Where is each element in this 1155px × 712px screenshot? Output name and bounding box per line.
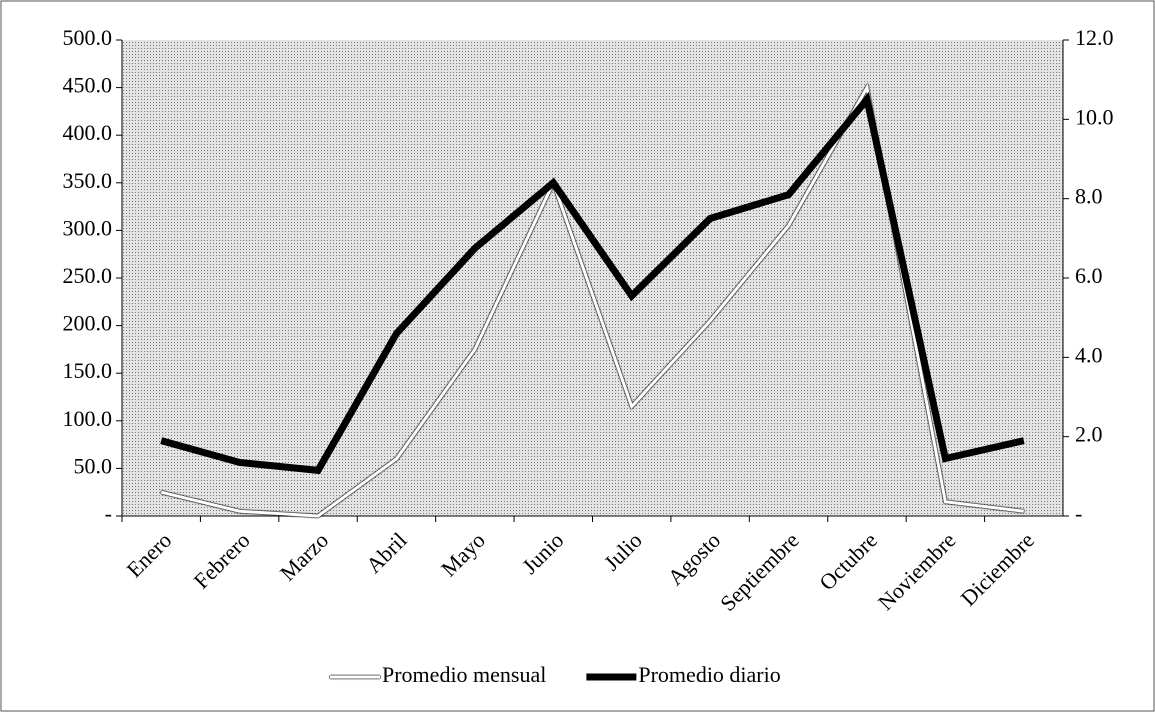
legend-label: Promedio mensual: [382, 662, 546, 687]
y-tick-label: 150.0: [63, 358, 113, 383]
legend-label: Promedio diario: [638, 662, 780, 687]
y2-tick-label: 6.0: [1075, 263, 1103, 288]
y2-tick-label: 10.0: [1075, 104, 1114, 129]
plot-area: [122, 40, 1063, 516]
y2-tick-label: -: [1075, 501, 1082, 526]
y2-tick-label: 4.0: [1075, 342, 1103, 367]
y2-tick-label: 8.0: [1075, 184, 1103, 209]
y2-tick-label: 2.0: [1075, 422, 1103, 447]
y-tick-label: 350.0: [63, 168, 113, 193]
y-tick-label: 250.0: [63, 263, 113, 288]
y-tick-label: -: [105, 501, 112, 526]
series-line: [160, 91, 1025, 475]
y-tick-label: 500.0: [63, 25, 113, 50]
y-tick-label: 100.0: [63, 406, 113, 431]
y-tick-label: 400.0: [63, 120, 113, 145]
y2-tick-label: 12.0: [1075, 25, 1114, 50]
y-tick-label: 300.0: [63, 215, 113, 240]
y-tick-label: 450.0: [63, 73, 113, 98]
y-tick-label: 200.0: [63, 311, 113, 336]
y-tick-label: 50.0: [74, 453, 113, 478]
